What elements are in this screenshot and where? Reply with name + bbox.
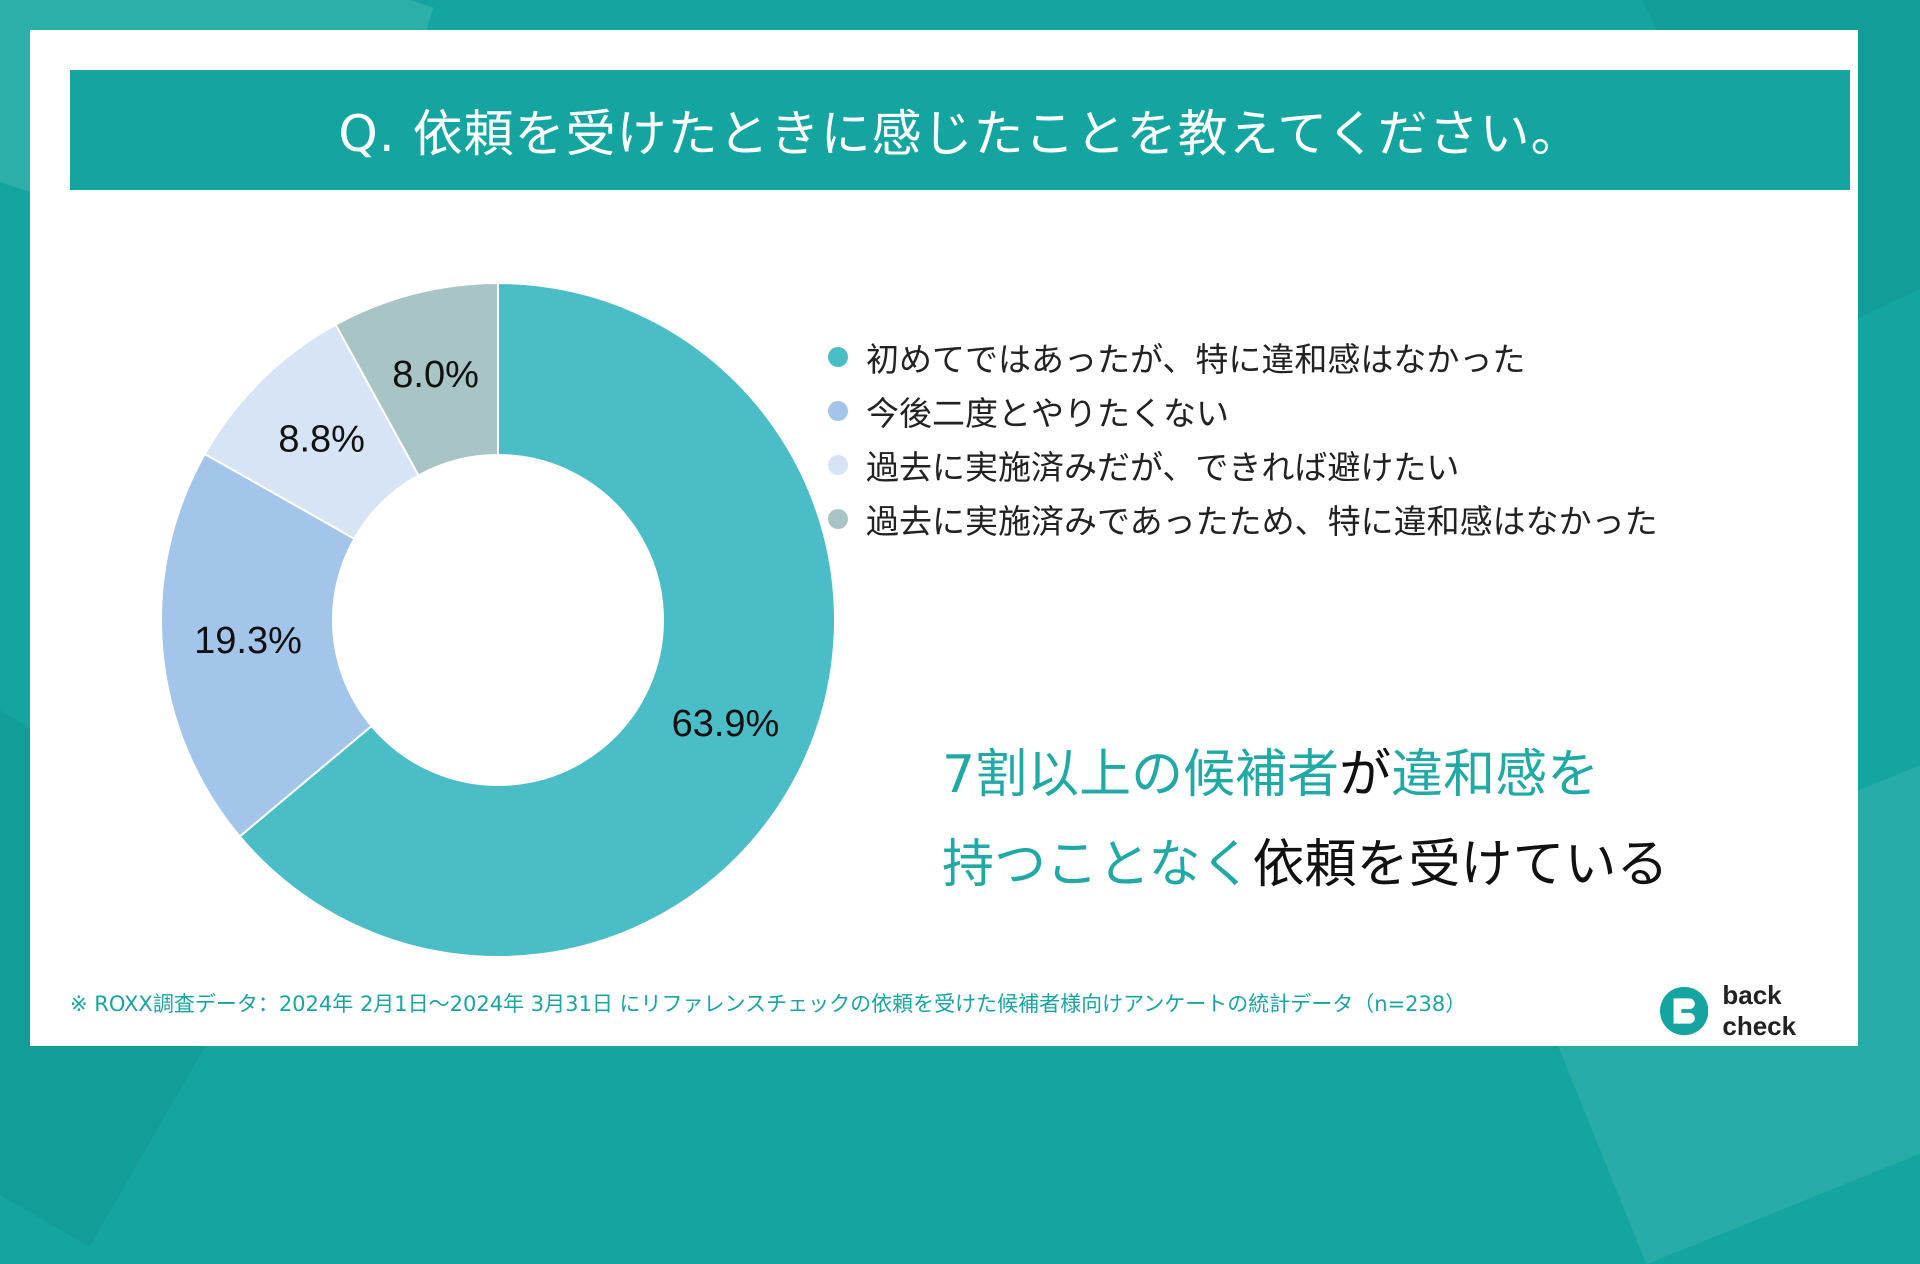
donut-chart: 63.9% 19.3% 8.8% 8.0% bbox=[160, 281, 836, 958]
legend-item: 過去に実施済みだが、できれば避けたい bbox=[828, 438, 1658, 492]
legend-label: 今後二度とやりたくない bbox=[866, 394, 1229, 433]
legend-label: 過去に実施済みだが、できれば避けたい bbox=[866, 448, 1460, 487]
legend-dot-icon bbox=[828, 347, 848, 367]
highlight-segment: 違和感を bbox=[1391, 745, 1600, 805]
chart-legend: 初めてではあったが、特に違和感はなかった 今後二度とやりたくない過去に実施済みだが… bbox=[828, 330, 1658, 546]
donut-slice bbox=[160, 452, 373, 838]
highlight-segment: 依頼を受けている bbox=[1252, 835, 1669, 895]
legend-dot-icon bbox=[828, 509, 848, 529]
slice-label: 8.0% bbox=[392, 354, 479, 396]
footnote: ※ ROXX調査データ：2024年 2月1日〜2024年 3月31日 にリファレ… bbox=[70, 992, 1467, 1016]
page-title: Q. 依頼を受けたときに感じたことを教えてください。 bbox=[338, 105, 1582, 163]
title-bar: Q. 依頼を受けたときに感じたことを教えてください。 bbox=[70, 70, 1850, 190]
highlight-segment: 持つことなく bbox=[942, 835, 1253, 895]
logo-text: back check bbox=[1722, 980, 1797, 1041]
highlight-message: 7割以上の候補者が違和感を 持つことなく依頼を受けている bbox=[942, 730, 1668, 910]
slice-label: 19.3% bbox=[194, 620, 302, 662]
highlight-line-1: 7割以上の候補者が違和感を bbox=[942, 730, 1668, 820]
slice-label: 8.8% bbox=[278, 418, 365, 460]
legend-label: 初めてではあったが、特に違和感はなかった bbox=[866, 340, 1526, 379]
legend-dot-icon bbox=[828, 455, 848, 475]
slice-label: 63.9% bbox=[672, 703, 780, 745]
legend-item: 過去に実施済みであったため、特に違和感はなかった bbox=[828, 492, 1658, 546]
highlight-line-2: 持つことなく依頼を受けている bbox=[942, 820, 1668, 910]
legend-dot-icon bbox=[828, 401, 848, 421]
back-check-logo-icon bbox=[1660, 986, 1709, 1036]
highlight-segment: が bbox=[1339, 745, 1392, 805]
donut-slice bbox=[334, 281, 499, 477]
slide-card: Q. 依頼を受けたときに感じたことを教えてください。 63.9% 19.3% 8.8… bbox=[30, 30, 1858, 1046]
highlight-segment: 7割以上の候補者 bbox=[942, 745, 1340, 805]
legend-item: 今後二度とやりたくない bbox=[828, 384, 1658, 438]
legend-item: 初めてではあったが、特に違和感はなかった bbox=[828, 330, 1658, 384]
donut-slice bbox=[238, 281, 836, 958]
logo: back check bbox=[1660, 980, 1858, 1042]
legend-label: 過去に実施済みであったため、特に違和感はなかった bbox=[866, 502, 1658, 541]
